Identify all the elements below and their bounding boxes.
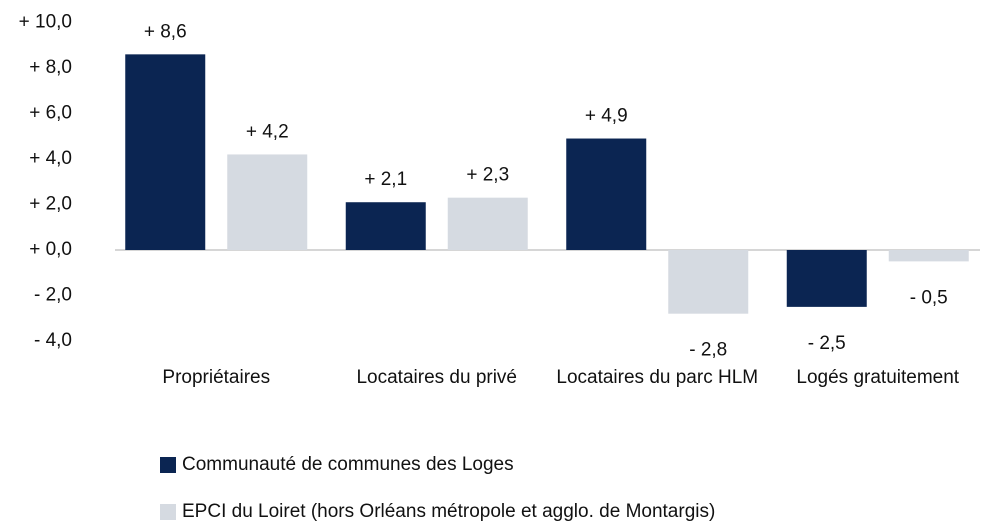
y-tick-label: + 2,0 [29, 194, 72, 215]
y-tick-label: + 6,0 [29, 103, 72, 124]
value-label: - 0,5 [910, 287, 948, 308]
y-tick-label: + 4,0 [29, 148, 72, 169]
x-tick-label: Logés gratuitement [796, 367, 960, 388]
y-tick-label: - 2,0 [34, 285, 72, 306]
y-tick-label: + 0,0 [29, 239, 72, 260]
legend-label: Communauté de communes des Loges [182, 454, 514, 475]
value-label: - 2,8 [689, 340, 727, 361]
x-tick-label: Locataires du parc HLM [556, 367, 759, 388]
legend-swatch [160, 457, 176, 473]
bar [345, 202, 426, 250]
legend-label: EPCI du Loiret (hors Orléans métropole e… [182, 501, 715, 522]
y-tick-label: + 10,0 [19, 12, 72, 33]
y-tick-label: - 4,0 [34, 330, 72, 351]
y-tick-label: + 8,0 [29, 57, 72, 78]
bar [566, 138, 647, 250]
bar [227, 154, 308, 250]
bar [447, 197, 528, 250]
value-label: + 4,2 [246, 121, 289, 142]
value-label: + 2,3 [466, 165, 509, 186]
x-tick-label: Propriétaires [162, 367, 271, 388]
value-label: - 2,5 [808, 333, 846, 354]
bar [668, 250, 749, 314]
value-label: + 8,6 [144, 21, 187, 42]
bar [888, 250, 969, 262]
value-label: + 4,9 [585, 106, 628, 127]
x-tick-label: Locataires du privé [356, 367, 518, 388]
bar [125, 54, 206, 250]
value-label: + 2,1 [364, 169, 407, 190]
bar [786, 250, 867, 307]
legend-swatch [160, 504, 176, 520]
